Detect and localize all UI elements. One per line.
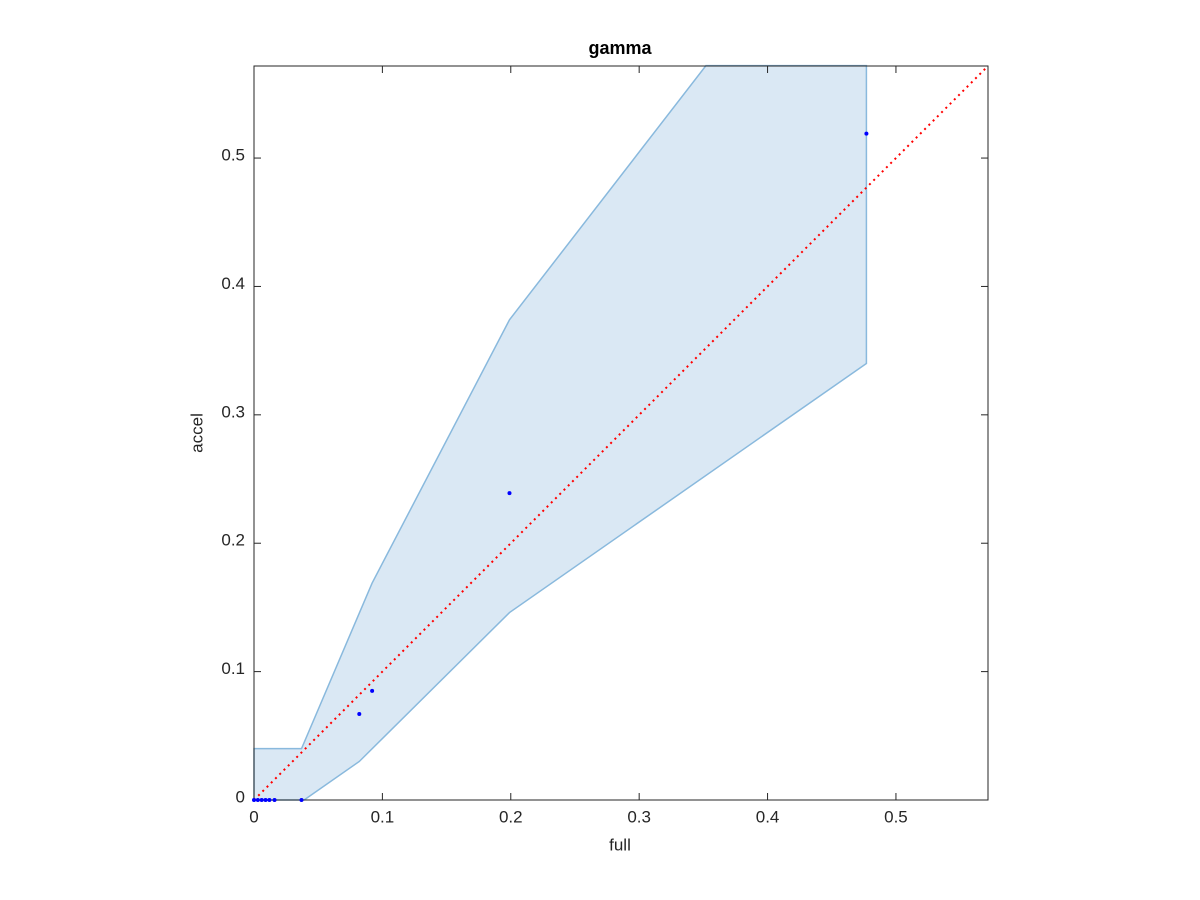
- x-axis-label: full: [609, 835, 631, 854]
- data-point: [267, 798, 272, 802]
- x-tick-label: 0.3: [627, 807, 651, 826]
- y-tick-label: 0.5: [221, 146, 245, 165]
- data-point: [263, 798, 268, 802]
- data-point: [864, 131, 869, 136]
- x-tick-label: 0.1: [371, 807, 395, 826]
- y-tick-label: 0: [236, 787, 245, 806]
- data-point: [299, 798, 304, 802]
- y-tick-label: 0.2: [221, 531, 245, 550]
- data-point: [357, 711, 362, 716]
- data-point: [255, 798, 260, 802]
- y-tick-label: 0.4: [221, 274, 245, 293]
- x-tick-label: 0: [249, 807, 258, 826]
- x-tick-label: 0.2: [499, 807, 523, 826]
- data-point: [370, 688, 375, 693]
- y-tick-label: 0.3: [221, 402, 245, 421]
- y-axis-label: accel: [187, 413, 206, 453]
- y-tick-label: 0.1: [221, 659, 245, 678]
- data-point: [507, 491, 512, 496]
- reference-line: [253, 65, 989, 801]
- data-point: [272, 798, 277, 802]
- data-point: [252, 798, 256, 802]
- axes-box: [253, 65, 989, 801]
- x-tick-label: 0.5: [884, 807, 908, 826]
- data-point: [259, 798, 264, 802]
- x-tick-label: 0.4: [756, 807, 780, 826]
- chart-title: gamma: [588, 38, 652, 58]
